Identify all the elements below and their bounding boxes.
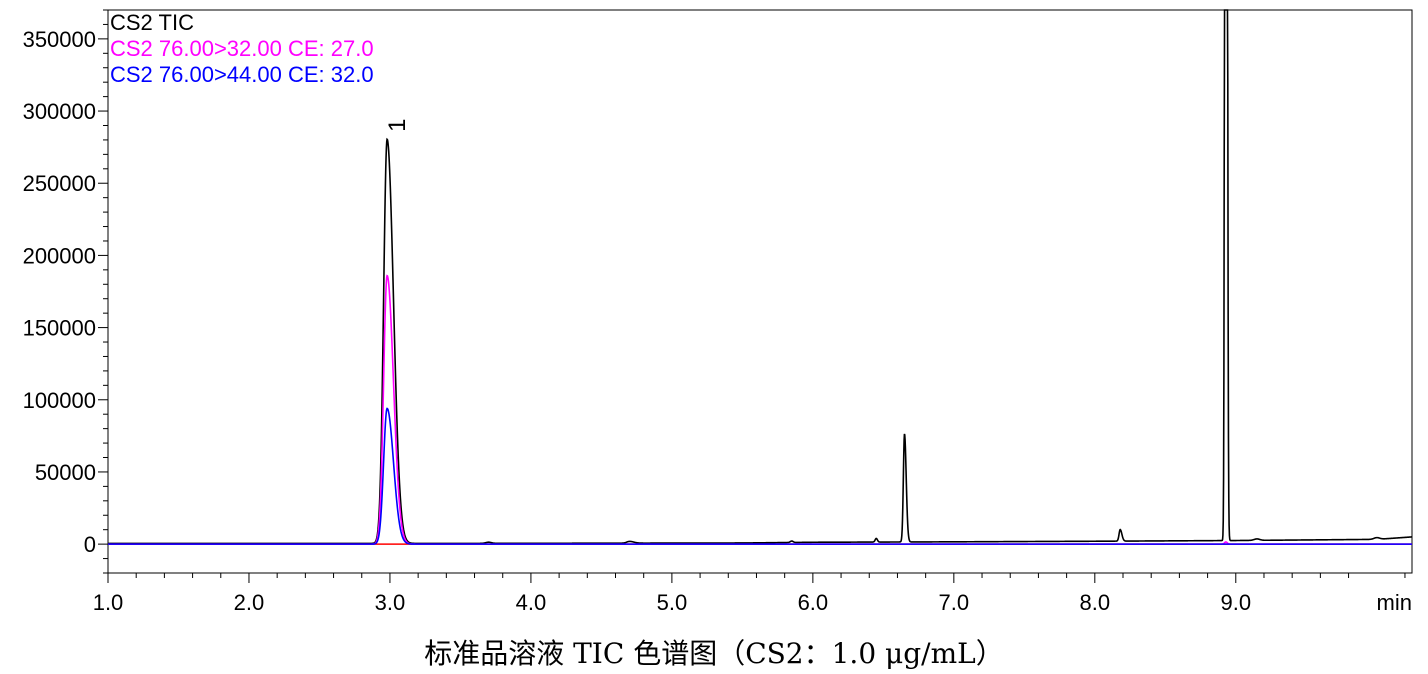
x-tick-label: 3.0 xyxy=(375,590,406,615)
x-tick-label: 2.0 xyxy=(234,590,265,615)
peak-number-label: 1 xyxy=(384,119,411,132)
chromatogram-chart: 0 50000 100000 150000 200000 250000 300000 3500… xyxy=(23,9,1413,615)
plot-frame xyxy=(107,9,1413,574)
x-tick-label: 5.0 xyxy=(657,590,688,615)
figure-caption: 标准品溶液 TIC 色谱图（CS2：1.0 μg/mL） xyxy=(424,637,1004,670)
peak-labels: 1 xyxy=(384,119,411,132)
x-tick-label: 6.0 xyxy=(798,590,829,615)
x-tick-label: 8.0 xyxy=(1080,590,1111,615)
legend-entry: CS2 TIC xyxy=(110,10,194,35)
y-tick-label: 250000 xyxy=(23,171,96,196)
y-tick-label: 300000 xyxy=(23,99,96,124)
trace-cs2-76.00>32.00 xyxy=(108,274,1412,545)
y-tick-label: 200000 xyxy=(23,243,96,268)
x-tick-label: 7.0 xyxy=(939,590,970,615)
x-tick-label: 9.0 xyxy=(1220,590,1251,615)
x-tick-label: 1.0 xyxy=(93,590,124,615)
y-tick-label: 0 xyxy=(84,532,96,557)
trace-cs2-tic xyxy=(108,9,1413,545)
x-axis: 1.0 2.0 3.0 4.0 5.0 6.0 7.0 8.0 9.0 min xyxy=(93,573,1412,615)
chart-traces xyxy=(108,9,1413,545)
y-tick-label: 150000 xyxy=(23,316,96,341)
x-tick-label: 4.0 xyxy=(516,590,547,615)
y-tick-label: 100000 xyxy=(23,388,96,413)
y-axis: 0 50000 100000 150000 200000 250000 300000 3500… xyxy=(23,9,108,574)
legend-entry: CS2 76.00>32.00 CE: 27.0 xyxy=(110,36,374,61)
x-axis-label: min xyxy=(1377,590,1412,615)
legend-entry: CS2 76.00>44.00 CE: 32.0 xyxy=(110,62,374,87)
y-tick-label: 350000 xyxy=(23,27,96,52)
trace-cs2-76.00>44.00 xyxy=(108,407,1412,545)
y-tick-label: 50000 xyxy=(35,460,96,485)
